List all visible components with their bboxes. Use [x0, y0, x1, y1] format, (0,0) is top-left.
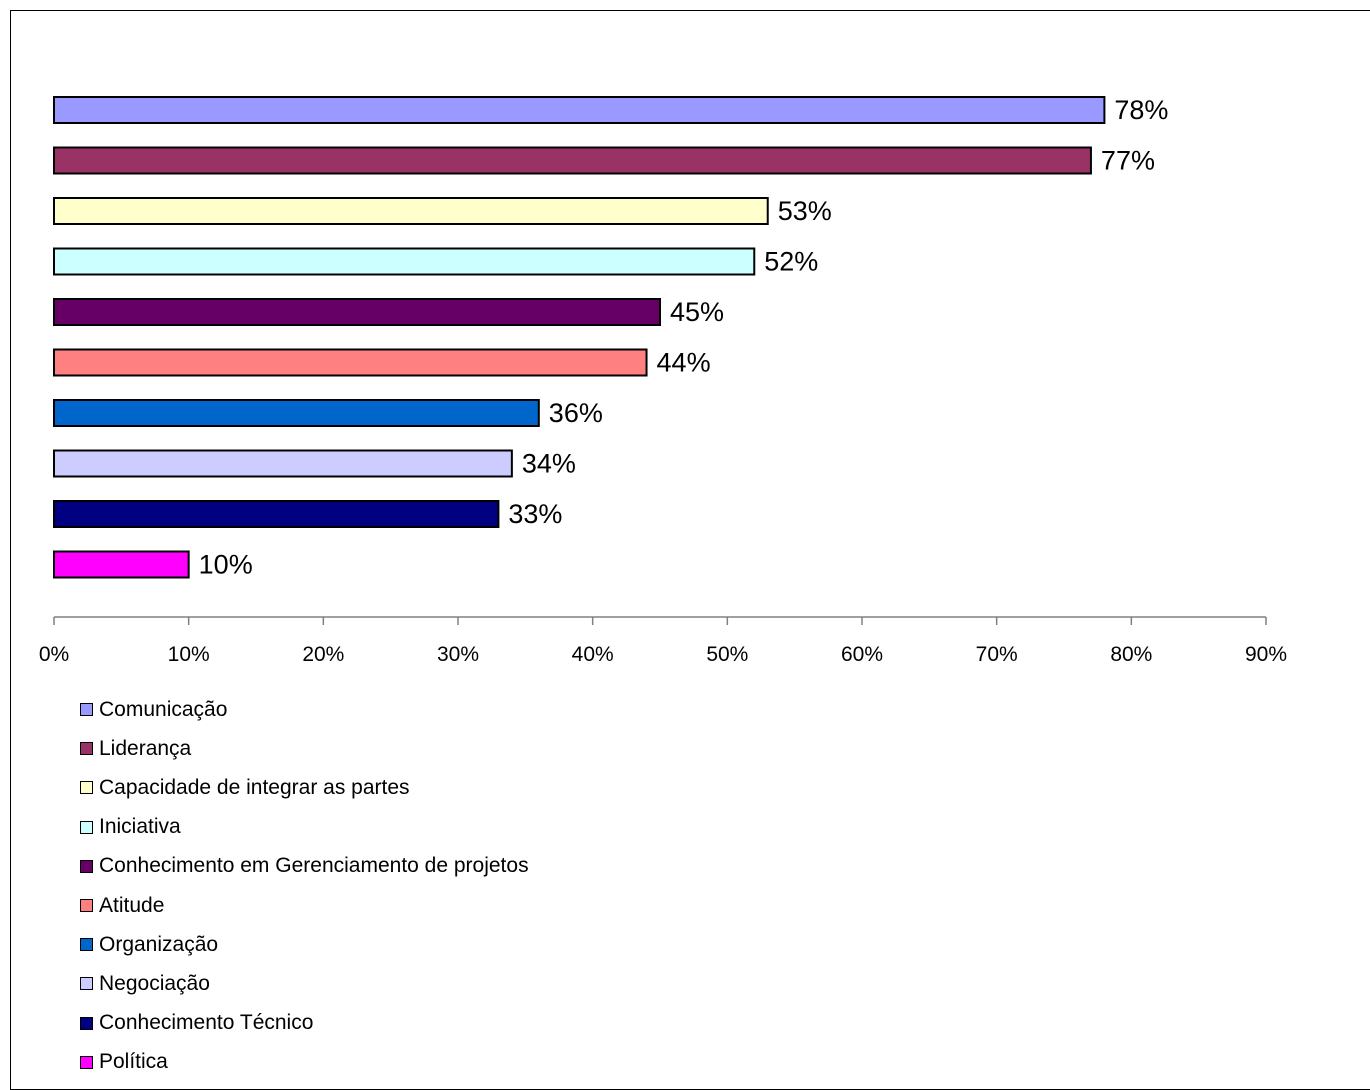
legend-label: Conhecimento Técnico — [99, 1011, 314, 1035]
legend-label: Organização — [99, 932, 219, 956]
data-labels-layer: 78% 77% 53% 52% 45% 44% 36% 34% 33% 10% — [199, 95, 1169, 580]
bar-7 — [53, 399, 540, 427]
legend-label: Iniciativa — [99, 815, 181, 839]
legend-item: Iniciativa — [80, 808, 529, 847]
chart-frame — [10, 10, 1370, 1090]
data-label-7: 36% — [549, 398, 603, 428]
data-label-10: 10% — [199, 550, 253, 580]
legend-item: Conhecimento em Gerenciamento de projeto… — [80, 847, 529, 886]
data-label-5: 45% — [670, 297, 724, 327]
legend-label: Política — [99, 1050, 168, 1074]
bar-5 — [53, 298, 661, 326]
x-tick-label-0: 0% — [39, 643, 69, 666]
data-label-2: 77% — [1101, 146, 1155, 176]
bar-8 — [53, 449, 513, 478]
bar-6 — [53, 348, 648, 377]
bar-1 — [53, 96, 1106, 124]
legend-label: Comunicação — [99, 697, 228, 721]
legend-item: Conhecimento Técnico — [80, 1004, 529, 1043]
x-tick-label-1: 10% — [168, 643, 210, 666]
legend-swatch — [80, 859, 93, 873]
x-tick-label-4: 40% — [572, 643, 614, 666]
bar-4 — [53, 247, 756, 276]
legend-label: Liderança — [99, 736, 192, 760]
bar-10 — [53, 550, 190, 579]
legend-label: Conhecimento em Gerenciamento de projeto… — [99, 854, 529, 878]
x-tick-label-3: 30% — [437, 643, 479, 666]
data-label-4: 52% — [764, 247, 818, 277]
legend-item: Atitude — [80, 886, 529, 925]
legend-swatch — [80, 781, 93, 795]
legend-item: Organização — [80, 925, 529, 964]
legend-swatch — [80, 742, 93, 756]
bar-9 — [53, 500, 500, 528]
legend-label: Atitude — [99, 893, 165, 917]
x-tick-label-8: 80% — [1110, 643, 1152, 666]
x-tick-label-2: 20% — [302, 643, 344, 666]
legend-swatch — [80, 1055, 93, 1069]
bar-3 — [53, 197, 769, 225]
legend-swatch — [80, 703, 93, 717]
legend: Comunicação Liderança Capacidade de integr… — [80, 690, 529, 1082]
data-label-1: 78% — [1114, 95, 1168, 125]
legend-swatch — [80, 938, 93, 952]
legend-item: Negociação — [80, 964, 529, 1003]
bar-2 — [53, 146, 1092, 175]
legend-label: Negociação — [99, 971, 210, 995]
legend-item: Comunicação — [80, 690, 529, 729]
legend-swatch — [80, 899, 93, 913]
x-tick-label-7: 70% — [976, 643, 1018, 666]
data-label-3: 53% — [778, 196, 832, 226]
x-tick-label-6: 60% — [841, 643, 883, 666]
legend-item: Política — [80, 1043, 529, 1082]
legend-swatch — [80, 820, 93, 834]
data-label-9: 33% — [508, 499, 562, 529]
x-tick-label-9: 90% — [1245, 643, 1287, 666]
legend-swatch — [80, 1016, 93, 1030]
legend-swatch — [80, 977, 93, 991]
data-label-8: 34% — [522, 449, 576, 479]
x-axis-ticks: 0% 10% 20% 30% 40% 50% 60% 70% 80% 90% — [39, 617, 1287, 666]
data-label-6: 44% — [657, 348, 711, 378]
x-tick-label-5: 50% — [706, 643, 748, 666]
bars-layer — [53, 96, 1106, 579]
legend-item: Liderança — [80, 729, 529, 768]
legend-label: Capacidade de integrar as partes — [99, 775, 410, 799]
legend-item: Capacidade de integrar as partes — [80, 768, 529, 807]
